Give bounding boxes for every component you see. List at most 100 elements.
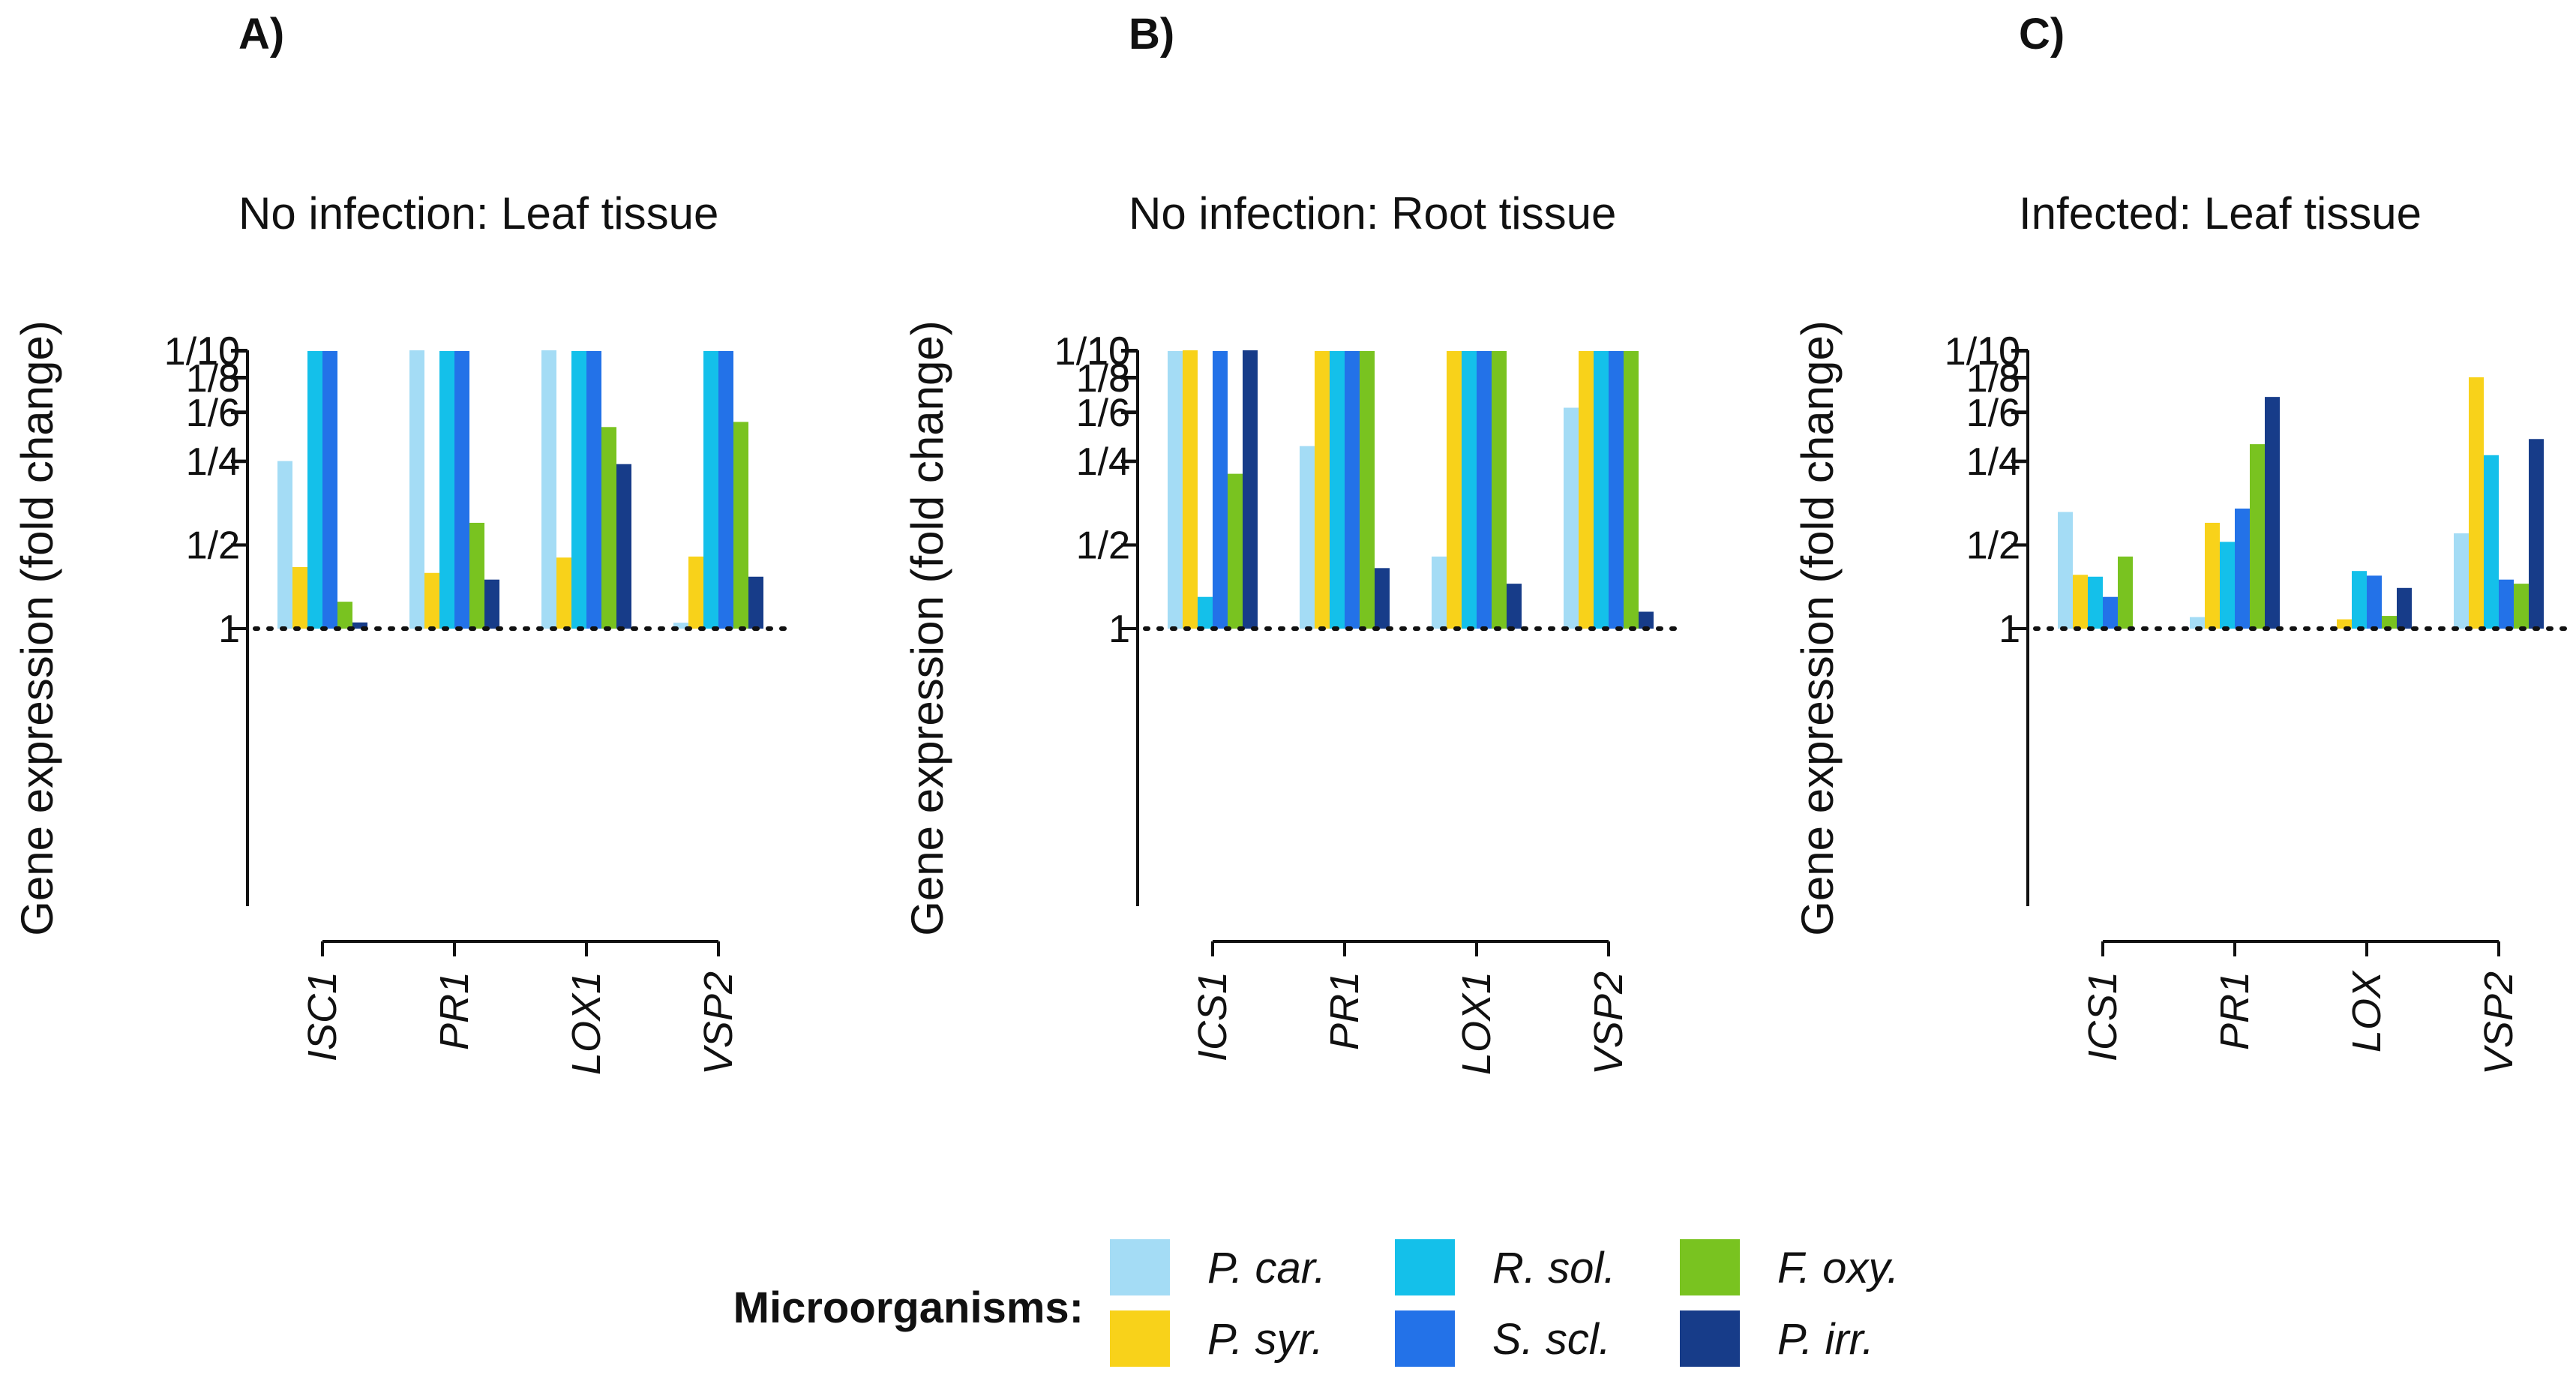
bar-p-car-pr1 <box>409 350 424 629</box>
panel-label: A) <box>238 10 284 59</box>
legend-label: F. oxy. <box>1777 1244 1899 1292</box>
legend-swatch <box>1110 1239 1170 1295</box>
x-tick-label: PR1 <box>2212 971 2257 1050</box>
bar-p-irr-lox1 <box>616 464 631 629</box>
bar-p-irr-vsp2 <box>1639 611 1654 629</box>
bar-p-car-isc1 <box>277 461 292 629</box>
bar-f-oxy-lox1 <box>601 427 616 629</box>
y-tick-label: 1/2 <box>1076 524 1130 568</box>
legend-item-p-irr: P. irr. <box>1680 1310 1874 1367</box>
bar-p-irr-ics1 <box>1243 350 1258 629</box>
bar-p-syr-vsp2 <box>1579 351 1594 629</box>
x-tick-label: LOX1 <box>564 971 609 1075</box>
legend-label: P. car. <box>1207 1244 1326 1292</box>
bar-p-irr-pr1 <box>484 579 499 629</box>
legend-label: P. irr. <box>1777 1315 1874 1364</box>
bar-f-oxy-pr1 <box>2250 444 2265 629</box>
bar-s-scl-lox1 <box>586 351 601 629</box>
legend-swatch <box>1395 1239 1455 1295</box>
bar-f-oxy-vsp2 <box>733 422 748 629</box>
bar-p-syr-lox1 <box>556 557 571 629</box>
bar-p-syr-pr1 <box>1315 351 1330 629</box>
bar-s-scl-ics1 <box>1213 351 1228 629</box>
y-tick-label: 1/4 <box>1076 440 1130 484</box>
panel-label: C) <box>2019 10 2065 59</box>
bar-p-syr-vsp2 <box>688 556 703 629</box>
y-tick-label: 1 <box>1999 608 2020 651</box>
chart-panel-a: A) No infection: Leaf tissue Gene expressi… <box>12 10 796 1075</box>
bar-f-oxy-ics1 <box>1228 473 1243 629</box>
x-tick-label: ICS1 <box>1190 971 1235 1061</box>
y-axis-label: Gene expression (fold change) <box>12 320 62 936</box>
bar-s-scl-pr1 <box>2235 508 2250 629</box>
bar-f-oxy-pr1 <box>1360 351 1375 629</box>
bar-p-car-vsp2 <box>1564 407 1579 629</box>
bar-s-scl-vsp2 <box>2499 579 2514 629</box>
x-tick-label: ICS1 <box>2080 971 2125 1061</box>
y-tick-label: 1/10 <box>1945 330 2020 374</box>
legend-item-r-sol: R. sol. <box>1395 1239 1615 1295</box>
panel-title: No infection: Leaf tissue <box>238 188 718 239</box>
legend-title: Microorganisms: <box>733 1283 1084 1332</box>
bar-p-car-lox1 <box>1432 556 1447 629</box>
legend-item-s-scl: S. scl. <box>1395 1310 1611 1367</box>
bar-r-sol-ics1 <box>1198 596 1213 629</box>
bar-p-irr-isc1 <box>352 622 367 629</box>
bar-f-oxy-vsp2 <box>2514 584 2529 629</box>
bar-p-syr-pr1 <box>424 572 439 629</box>
bar-r-sol-lox <box>2352 571 2367 629</box>
y-tick-label: 1/6 <box>1966 392 2020 435</box>
x-tick-label: PR1 <box>432 971 477 1050</box>
chart-panel-c: C) Infected: Leaf tissue Gene expression (… <box>1792 10 2576 1075</box>
legend-label: P. syr. <box>1207 1315 1324 1364</box>
bar-r-sol-lox1 <box>571 351 586 629</box>
legend-items: P. car. P. syr. R. sol. S. scl. F. oxy. P. ir… <box>1110 1239 1899 1367</box>
bar-s-scl-pr1 <box>1345 351 1360 629</box>
panel-title: No infection: Root tissue <box>1129 188 1616 239</box>
panel-title: Infected: Leaf tissue <box>2019 188 2422 239</box>
bar-p-car-vsp2 <box>673 623 688 629</box>
y-tick-label: 1/8 <box>1966 357 2020 401</box>
legend: Microorganisms: P. car. P. syr. R. sol. S. … <box>733 1239 1899 1367</box>
x-tick-label: ISC1 <box>300 971 345 1061</box>
x-tick-label: PR1 <box>1322 971 1367 1050</box>
bar-f-oxy-pr1 <box>469 522 484 629</box>
x-tick-label: VSP2 <box>696 971 741 1075</box>
bar-p-irr-vsp2 <box>2529 439 2544 629</box>
y-tick-label: 1/8 <box>186 357 240 401</box>
legend-item-p-car: P. car. <box>1110 1239 1326 1295</box>
bar-p-car-pr1 <box>1300 446 1315 629</box>
bar-s-scl-lox1 <box>1477 351 1492 629</box>
legend-label: S. scl. <box>1492 1315 1611 1364</box>
y-tick-label: 1 <box>1108 608 1130 651</box>
bar-r-sol-vsp2 <box>703 351 718 629</box>
y-axis-label: Gene expression (fold change) <box>902 320 952 936</box>
bar-r-sol-isc1 <box>307 351 322 629</box>
bar-s-scl-lox <box>2367 575 2382 629</box>
bar-s-scl-vsp2 <box>1609 351 1624 629</box>
bar-r-sol-lox1 <box>1462 351 1477 629</box>
bar-p-car-pr1 <box>2190 617 2205 629</box>
bar-p-car-lox1 <box>541 350 556 629</box>
y-tick-label: 1/8 <box>1076 357 1130 401</box>
bar-p-car-vsp2 <box>2454 533 2469 629</box>
y-tick-label: 1/10 <box>1054 330 1130 374</box>
y-tick-label: 1/6 <box>186 392 240 435</box>
x-tick-label: VSP2 <box>2476 971 2521 1075</box>
bar-p-irr-lox <box>2397 587 2412 629</box>
bar-p-syr-ics1 <box>2073 575 2088 629</box>
bar-p-syr-lox1 <box>1447 351 1462 629</box>
bar-r-sol-pr1 <box>439 351 454 629</box>
legend-item-f-oxy: F. oxy. <box>1680 1239 1899 1295</box>
bar-p-irr-vsp2 <box>748 576 763 629</box>
panel-label: B) <box>1129 10 1174 59</box>
bar-s-scl-isc1 <box>322 351 337 629</box>
chart-panel-b: B) No infection: Root tissue Gene expressi… <box>902 10 1686 1075</box>
bar-p-car-ics1 <box>1168 351 1183 629</box>
bar-p-syr-isc1 <box>292 566 307 629</box>
y-tick-label: 1/2 <box>186 524 240 568</box>
bar-s-scl-vsp2 <box>718 351 733 629</box>
bar-r-sol-vsp2 <box>2484 455 2499 629</box>
bar-p-irr-lox1 <box>1507 584 1522 629</box>
